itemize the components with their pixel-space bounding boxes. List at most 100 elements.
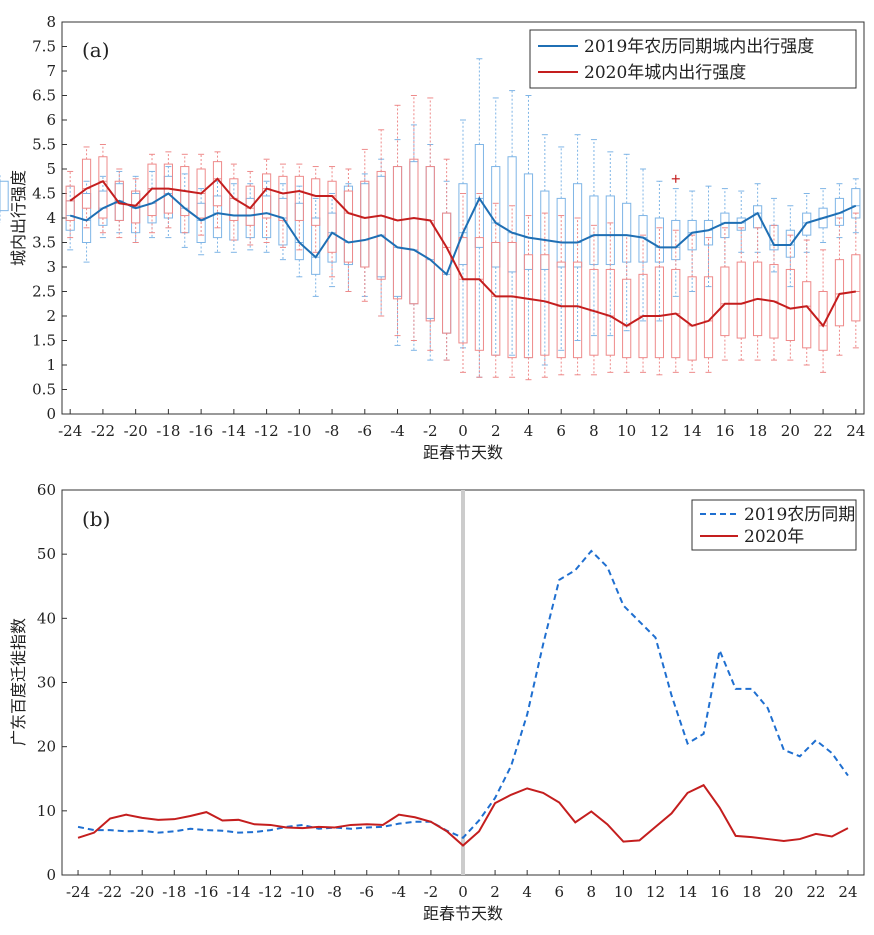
panel-a-box-rect [507,242,517,359]
panel-b-xtick-label: 0 [458,883,468,901]
panel-a-xtick-label: -8 [325,422,340,440]
panel-a-xtick-label: 18 [748,422,767,440]
panel-b-lines [77,490,849,875]
panel-a-xtick-label: 20 [781,422,800,440]
panel-a-box-2020 [818,249,828,373]
panel-a-box-rect [278,175,288,221]
panel-a-box-2020 [605,222,615,373]
panel-a-box-rect [212,195,223,239]
panel-a-legend-box [529,29,857,89]
panel-b-xtick-label: -18 [162,883,186,901]
panel-a-box-2020 [343,168,354,292]
panel-a-ticks: -24 -22 -20 -18 -16 -14 -12 -10 -8 -6 -4 -2 0 2 4 6 8 10 1… [32,13,865,440]
panel-a-box-rect [556,261,566,359]
panel-a-xtick-label: -18 [156,422,180,440]
panel-a-legend: 2019年农历同期城内出行强度 2020年城内出行强度 [529,29,857,89]
panel-a-box-rect [654,266,665,359]
panel-a-ytick-label: 1 [46,356,56,374]
panel-a-ytick-label: 5 [46,160,56,178]
panel-a-box-rect [360,180,370,268]
panel-b-legend-label-2020: 2020年 [744,527,804,547]
panel-a-box-2020 [98,144,108,234]
panel-a-box-2020 [114,168,124,239]
panel-a-box-rect [392,166,403,300]
panel-b-xtick-label: 6 [554,883,564,901]
panel-a-box-rect [196,202,206,244]
panel-a-box-rect [589,195,599,266]
panel-a-ytick-label: 2 [46,307,56,325]
panel-b-xtick-label: -20 [130,883,154,901]
panel-a-box-2019 [703,185,714,288]
panel-a-xtick-label: 16 [715,422,734,440]
panel-a-line-2020 [69,177,856,328]
panel-a-xtick-label: -10 [287,422,311,440]
panel-a-box-rect [114,180,124,221]
panel-b-xtick-label: 16 [710,883,729,901]
panel-a-box-rect [851,254,861,322]
panel-a-box-rect [785,268,795,342]
panel-b-xtick-label: 24 [838,883,857,901]
panel-b-xtick-label: -22 [98,883,122,901]
panel-a-xtick-label: -24 [58,422,82,440]
panel-a-box-2020 [327,166,337,278]
panel-a-box-2020 [360,148,370,302]
panel-b-xtick-label: -24 [66,883,90,901]
panel-a-box-rect [327,180,337,253]
panel-a-box-rect [523,173,534,270]
panel-a-box-rect [507,156,517,273]
panel-a-box-2019 [654,180,665,322]
panel-b-xtick-label: 22 [806,883,825,901]
panel-b-legend-label-2019: 2019农历同期 [744,505,855,525]
panel-a-box-2019 [834,183,845,239]
panel-a-xtick-label: -4 [390,422,405,440]
panel-b-ytick-label: 40 [37,609,56,627]
panel-a-box-2019 [65,185,75,251]
panel-a-box-rect [736,217,746,231]
panel-b-xtick-label: 8 [587,883,597,901]
panel-a-box-rect [180,190,190,234]
panel-a-ytick-label: 0.5 [32,381,56,399]
panel-a-box-2020 [65,170,75,239]
panel-a-xtick-label: 2 [491,422,501,440]
panel-a-box-rect [0,180,9,212]
panel-a-box-rect [802,281,812,349]
panel-b-ytick-label: 30 [37,674,56,692]
panel-b-xtick-label: -12 [258,883,282,901]
panel-a-xtick-label: 14 [683,422,702,440]
panel-a-box-2019 [311,197,321,297]
panel-a-boxes [0,58,861,381]
panel-b-xtick-label: -14 [226,883,250,901]
panel-a-box-rect [392,166,403,297]
panel-a-box-2019 [425,144,435,361]
panel-a-box-rect [343,190,354,263]
panel-a-box-rect [736,261,746,339]
panel-a-box-2020 [458,193,468,373]
panel-a-box-2020 [720,227,730,361]
panel-a-ytick-label: 2.5 [32,283,56,301]
panel-a-box-2019 [245,183,255,251]
panel-a-box-rect [442,212,452,334]
panel-b-ytick-label: 50 [37,545,56,563]
panel-a-box-rect [147,163,157,217]
panel-a-box-rect [458,237,468,344]
panel-a-box-rect [147,188,157,224]
panel-b-xtick-label: 20 [774,883,793,901]
panel-a-box-rect [605,195,615,266]
panel-a-ylabel: 城内出行强度 [9,170,28,266]
panel-a-box-rect [802,212,812,236]
panel-a-box-2019 [572,134,583,341]
panel-a-box-2020 [147,153,157,234]
panel-b-line-2019 [77,549,849,839]
panel-a-box-rect [572,183,583,268]
panel-a-box-2020 [229,163,239,241]
panel-a-ytick-label: 7 [46,62,56,80]
panel-a-line-2019 [69,192,857,277]
panel-a-box-2020 [654,227,665,376]
panel-a-box-rect [523,254,534,359]
panel-a-box-2019 [0,173,9,223]
panel-a-xtick-label: 24 [846,422,865,440]
panel-a-box-2019 [294,185,304,278]
panel-a-box-2019 [507,90,517,356]
panel-a-xtick-label: -16 [189,422,213,440]
